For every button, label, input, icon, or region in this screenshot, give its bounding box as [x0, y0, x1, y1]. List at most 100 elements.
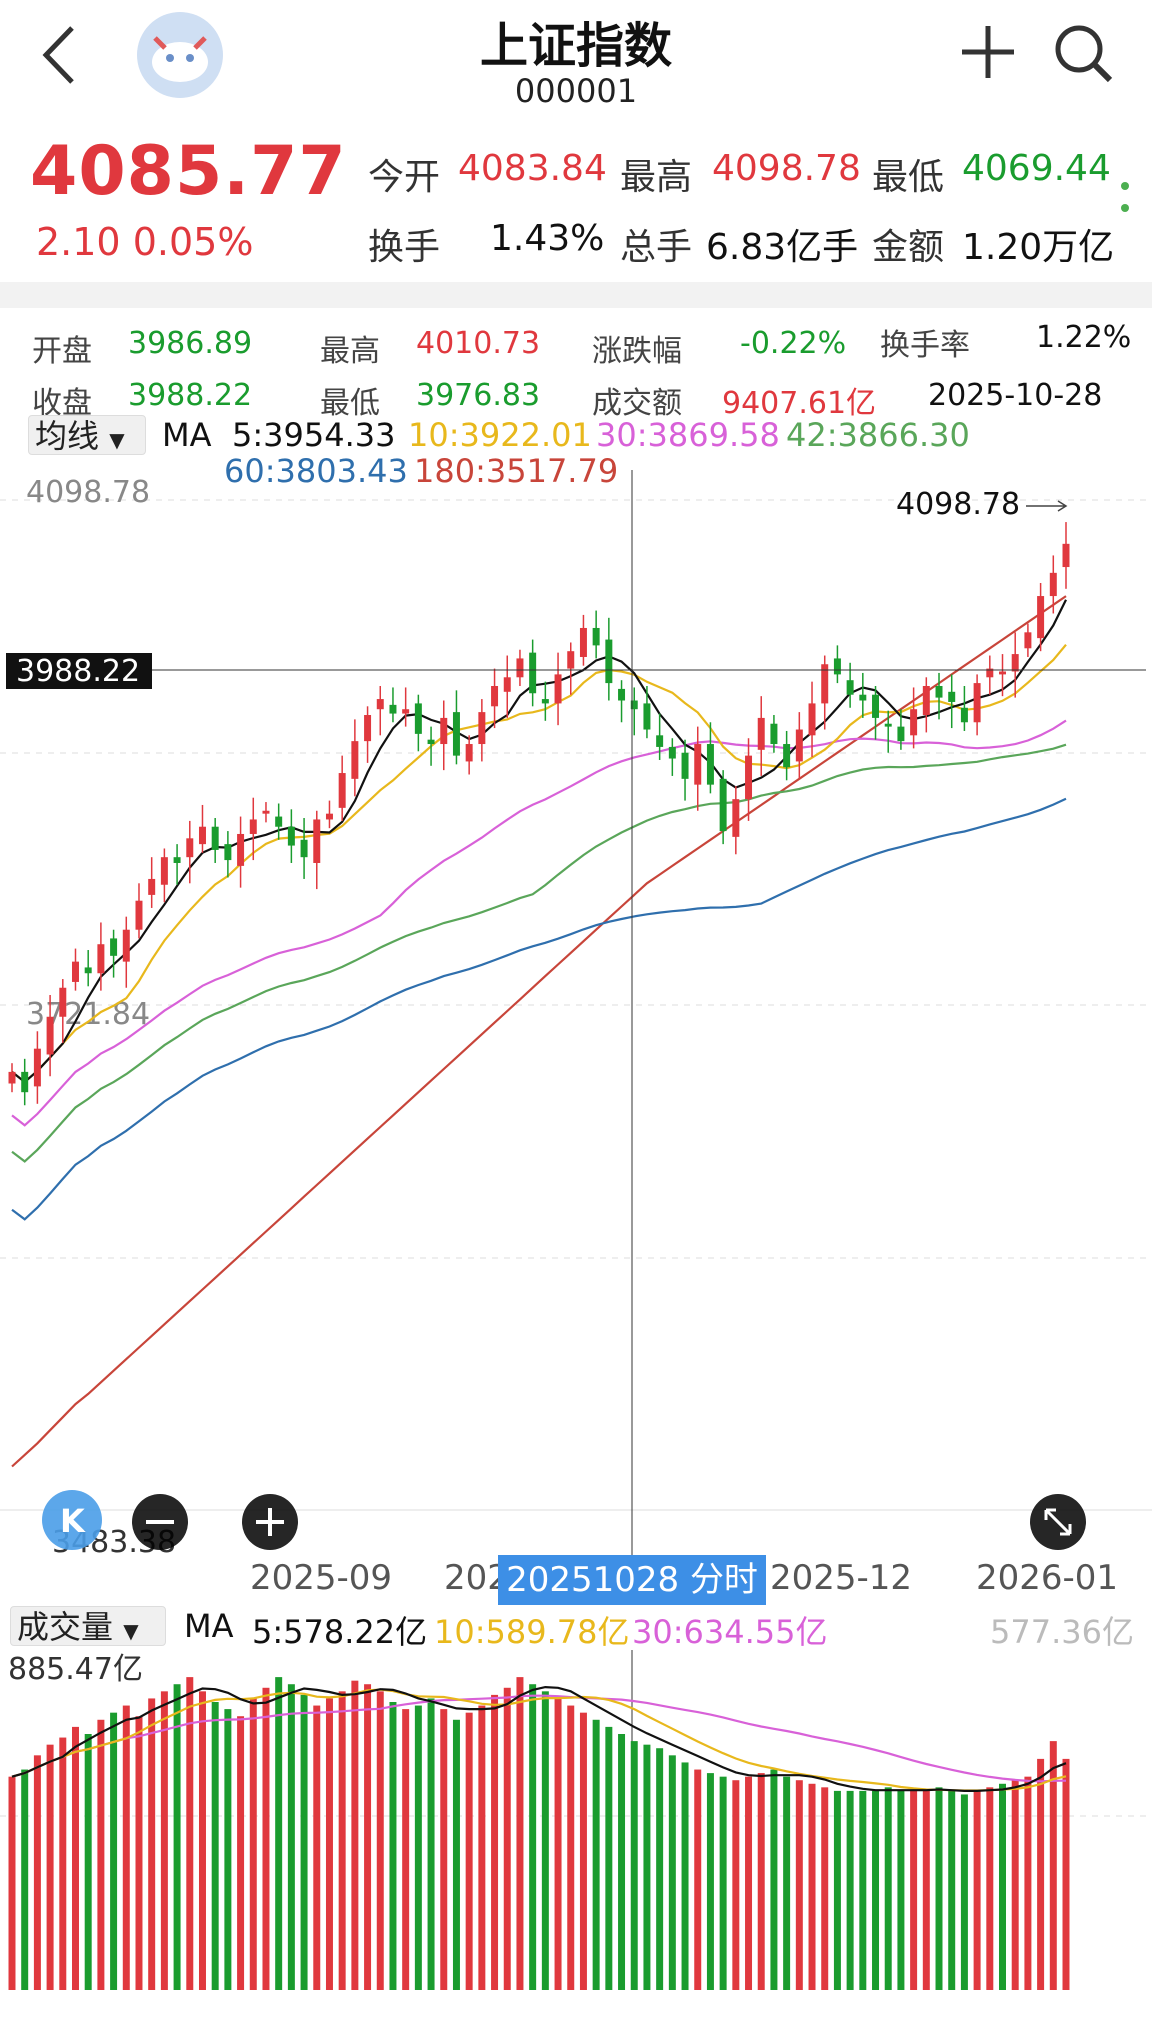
ma5-value: 5:3954.33	[232, 416, 396, 454]
volume-bar	[186, 1677, 194, 1990]
high-value: 4098.78	[712, 148, 861, 189]
candlestick-chart[interactable]: 4098.78 3721.84 3483.38 3988.22 4098.78 …	[0, 470, 1152, 1560]
max-annotation: 4098.78	[896, 487, 1020, 522]
volume-bar	[59, 1737, 67, 1990]
candle-body	[757, 717, 765, 750]
vol-current-value: 577.36亿	[990, 1613, 1134, 1651]
volume-bar	[554, 1698, 562, 1990]
candle-body	[948, 691, 956, 702]
high-label: 最高	[620, 157, 693, 198]
volume-bar	[313, 1705, 321, 1990]
candle-body	[465, 744, 473, 762]
volume-bar	[922, 1790, 930, 1990]
more-dots-icon[interactable]	[1118, 178, 1132, 218]
candle-body	[541, 699, 549, 704]
candle-body	[338, 773, 346, 808]
candle-body	[872, 694, 880, 718]
indicator-selector[interactable]: 成交量 ▼	[10, 1606, 166, 1646]
candle-body	[973, 683, 981, 723]
candle-body	[21, 1071, 29, 1093]
candle-body	[795, 729, 803, 762]
candle-body	[643, 703, 651, 730]
candle-body	[427, 739, 435, 745]
indicator-selector-label: 成交量	[17, 1608, 114, 1646]
search-icon[interactable]	[1052, 22, 1114, 84]
candle-body	[579, 627, 587, 657]
zoom-in-glyph	[256, 1508, 284, 1536]
candle-body	[300, 839, 308, 858]
volume-bar	[1011, 1780, 1019, 1990]
candle-body	[884, 723, 892, 727]
candle-body	[554, 674, 562, 704]
turnover-rate-value: 1.43%	[490, 218, 605, 259]
add-icon[interactable]	[958, 22, 1018, 82]
candle-body	[59, 987, 67, 1017]
crosshair-date: 20251028	[506, 1560, 680, 1600]
volume-bar	[783, 1776, 791, 1990]
vol-ma5-line	[11, 1685, 1067, 1792]
ma30-line	[11, 719, 1067, 1127]
ma42-value: 42:3866.30	[786, 416, 970, 454]
crosshair-date-button[interactable]: 20251028 分时 >	[498, 1555, 766, 1650]
volume-bar	[719, 1776, 727, 1990]
candle-body	[859, 694, 867, 701]
ma-selector[interactable]: 均线 ▼	[28, 415, 146, 455]
volume-bar	[478, 1705, 486, 1990]
volume-bar	[897, 1790, 905, 1990]
avatar[interactable]	[137, 12, 223, 98]
volume-bar	[46, 1744, 54, 1990]
candle-body	[503, 677, 511, 692]
candle-body	[376, 699, 384, 710]
candle-body	[529, 652, 537, 694]
volume-bar	[211, 1702, 219, 1990]
volume-bar	[491, 1694, 499, 1990]
volume-bar	[84, 1734, 92, 1990]
volume-bar	[262, 1687, 270, 1990]
volume-bar	[389, 1702, 397, 1990]
back-icon[interactable]	[38, 20, 78, 90]
candle-body	[1011, 654, 1019, 672]
k-logo-icon[interactable]	[42, 1490, 102, 1550]
volume-bar	[605, 1726, 613, 1990]
volume-bar	[872, 1790, 880, 1990]
ma-label: MA	[162, 416, 212, 454]
candle-body	[783, 744, 791, 768]
candle-body	[732, 799, 740, 837]
volume-bar	[338, 1691, 346, 1990]
volume-bar	[287, 1684, 295, 1990]
candle-body	[33, 1048, 41, 1087]
volume-bar	[999, 1783, 1006, 1990]
volume-bar	[21, 1769, 29, 1990]
volume-chart[interactable]	[0, 1650, 1152, 2000]
candle-body	[986, 668, 994, 678]
candle-body	[122, 929, 130, 962]
candle-body	[681, 752, 689, 779]
volume-bar	[135, 1716, 143, 1990]
day-turnover-label: 换手率	[880, 328, 970, 363]
candle-body	[313, 819, 321, 863]
intraday-link: 分时 >	[617, 1560, 758, 1650]
volume-bar	[237, 1716, 245, 1990]
candle-body	[72, 961, 79, 982]
volume-bar	[884, 1787, 892, 1990]
divider	[0, 282, 1152, 308]
volume-bar	[325, 1698, 333, 1990]
volume-bar	[376, 1691, 384, 1990]
candle-body	[719, 778, 727, 832]
volume-bar	[160, 1691, 168, 1990]
ma180-value: 180:3517.79	[414, 452, 619, 490]
day-close-value: 3988.22	[128, 378, 253, 413]
y-label-mid: 3721.84	[26, 997, 150, 1032]
candle-body	[618, 688, 626, 701]
turnover-rate-label: 换手	[368, 227, 441, 268]
ma5-line	[11, 599, 1067, 1084]
day-amount-label: 成交额	[592, 386, 682, 421]
vol-ma30-value: 30:634.55亿	[632, 1613, 828, 1651]
day-turnover-value: 1.22%	[1036, 320, 1132, 355]
candle-body	[211, 826, 219, 850]
change-value: 2.10	[36, 220, 121, 264]
volume-bar	[72, 1726, 79, 1990]
low-value: 4069.44	[962, 148, 1111, 189]
volume-bar	[579, 1712, 587, 1990]
candle-body	[491, 686, 499, 707]
